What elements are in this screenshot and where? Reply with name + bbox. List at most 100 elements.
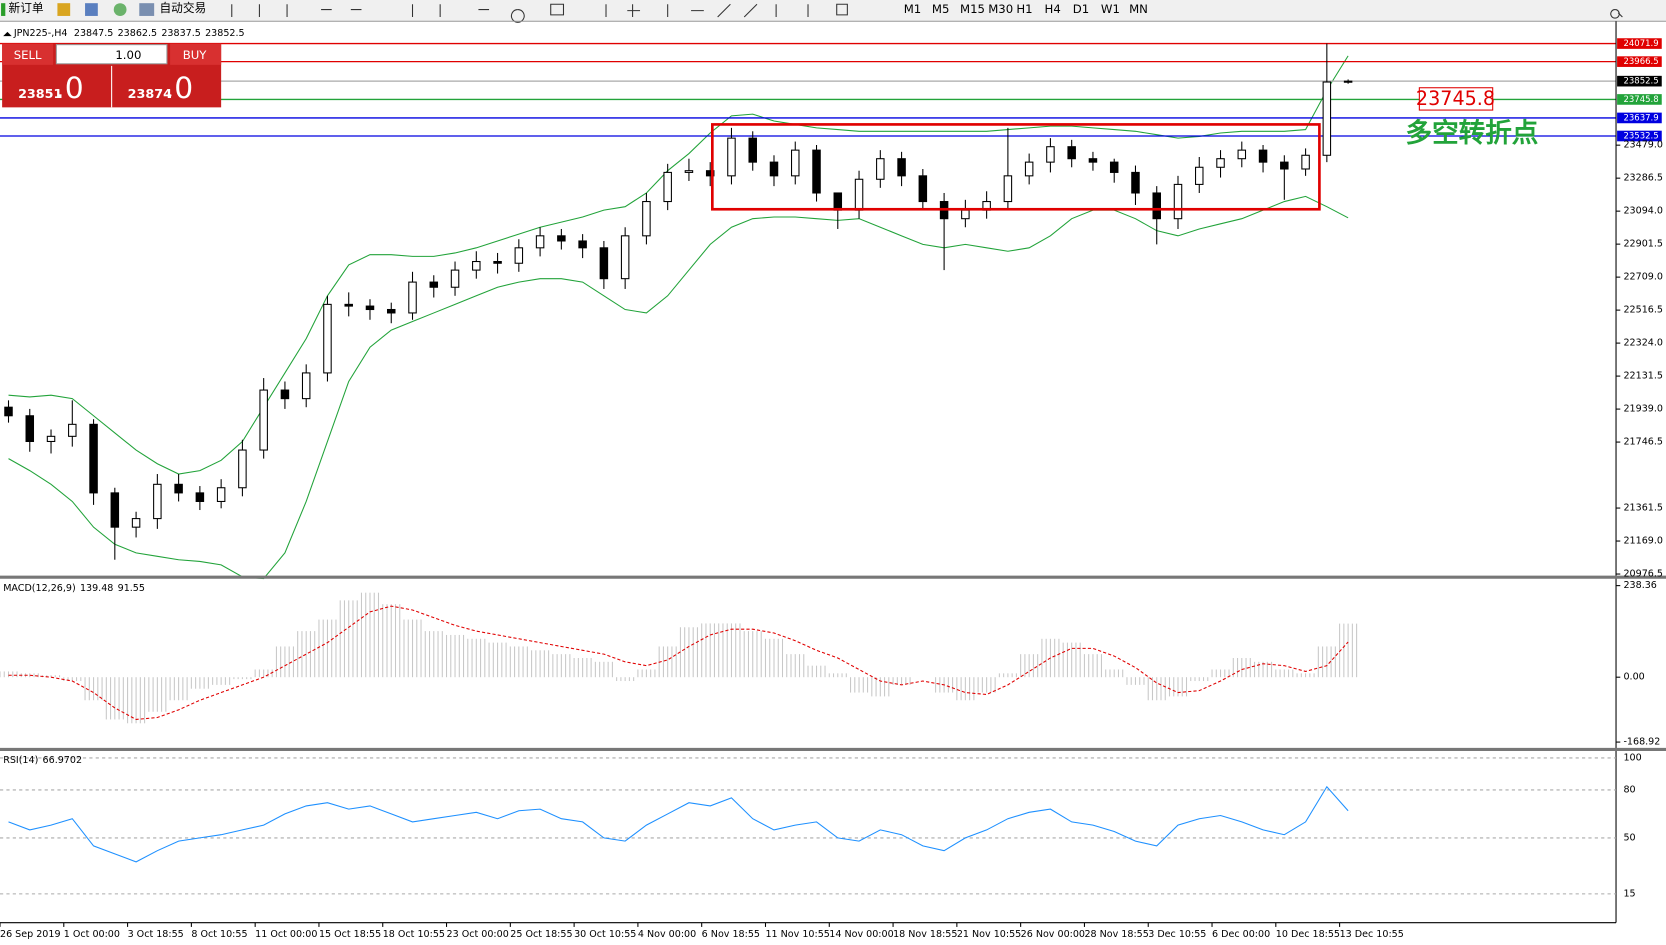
new-order-icon[interactable] (1, 3, 6, 16)
timeframe-button[interactable]: H4 (1045, 2, 1061, 16)
candle-body (493, 260, 502, 264)
toolbar-icons[interactable] (231, 3, 848, 23)
price-level-label: 24071.9 (1623, 39, 1658, 49)
candle-body (833, 192, 843, 211)
candle-body (259, 389, 268, 451)
header-value: 23862.5 (118, 27, 157, 38)
price-level-tag (1617, 130, 1662, 142)
candle-body (599, 247, 609, 280)
rsi-tick-label: 50 (1623, 832, 1635, 843)
rsi-line (8, 785, 1349, 863)
x-tick-label: 18 Nov 18:55 (893, 929, 957, 940)
buy-button[interactable] (170, 43, 222, 65)
candle-body (769, 161, 779, 177)
candle-body (854, 178, 864, 211)
candle-body (472, 260, 481, 271)
x-tick-label: 15 Oct 18:55 (319, 929, 381, 940)
buy-price-fraction[interactable]: .0 (165, 71, 193, 106)
macd-tick-label: 0.00 (1623, 672, 1644, 683)
candle-body (25, 415, 35, 443)
candle-body (408, 281, 417, 314)
x-tick-label: 4 Nov 00:00 (638, 929, 696, 940)
x-tick-label: 8 Oct 10:55 (191, 929, 247, 940)
new-order-button[interactable]: 新订单 (9, 1, 44, 15)
macd-tick-label: -168.92 (1623, 737, 1660, 748)
price-level-tag (1617, 38, 1662, 49)
candle-body (1003, 175, 1013, 203)
candle-body (1322, 81, 1332, 156)
macd-header-value: 139.48 (80, 582, 113, 593)
candle-body (1195, 166, 1204, 185)
candle-body (68, 423, 77, 437)
sell-price-fraction[interactable]: .0 (55, 71, 83, 106)
candle-body (876, 158, 885, 180)
header-value: 23852.5 (205, 27, 244, 38)
toolbar-icon[interactable] (113, 3, 127, 16)
toolbar-icon[interactable] (57, 3, 71, 16)
chart-header: JPN225-,H4 23847.5 23862.5 23837.5 23852.5 (13, 27, 245, 38)
candle-body (131, 518, 141, 528)
candle-body (1152, 192, 1161, 220)
x-tick-label: 6 Dec 00:00 (1212, 929, 1270, 940)
price-level-label: 23532.5 (1623, 131, 1658, 141)
candle-body (301, 372, 311, 400)
x-tick-label: 11 Nov 10:55 (765, 929, 829, 940)
timeframe-button[interactable]: MN (1129, 2, 1148, 16)
timeframe-button[interactable]: W1 (1101, 2, 1120, 16)
candle-body (791, 149, 800, 177)
candle-body (110, 492, 120, 528)
y-tick-label: 22516.5 (1623, 305, 1662, 316)
candle-body (705, 170, 715, 177)
candle-body (153, 483, 162, 520)
auto-trading-button[interactable]: 自动交易 (159, 1, 206, 15)
y-tick-label: 22324.0 (1623, 338, 1662, 349)
candle-body (514, 247, 524, 264)
symbol-marker (3, 31, 12, 37)
candle-body (1258, 149, 1268, 163)
lots-value[interactable]: 1.00 (115, 48, 141, 62)
x-tick-label: 25 Oct 18:55 (510, 929, 572, 940)
timeframe-button[interactable]: H1 (1016, 2, 1032, 16)
rsi-tick-label: 15 (1623, 888, 1635, 899)
x-tick-label: 3 Dec 10:55 (1148, 929, 1206, 940)
auto-trading-icon[interactable] (139, 3, 155, 16)
buy-price[interactable]: 23874 (128, 87, 172, 102)
candle-body (1088, 158, 1098, 163)
x-tick-label: 6 Nov 18:55 (702, 929, 760, 940)
y-tick-label: 21939.0 (1623, 404, 1662, 415)
buy-label[interactable]: BUY (183, 48, 208, 62)
timeframe-button[interactable]: M1 (904, 2, 922, 16)
y-tick-label: 22709.0 (1623, 272, 1662, 283)
toolbar (0, 0, 1666, 22)
trade-panel: SELL 1.00 BUY 23851 .0 23874 .0 (2, 43, 222, 108)
candle-body (238, 449, 247, 489)
candle-body (1216, 158, 1225, 168)
timeframe-button[interactable]: M5 (932, 2, 950, 16)
candle-body (1131, 171, 1140, 194)
x-tick-label: 26 Sep 2019 (0, 929, 61, 940)
search-icon[interactable] (1610, 9, 1623, 19)
rsi-tick-label: 80 (1623, 784, 1635, 795)
sell-label[interactable]: SELL (14, 48, 42, 62)
sell-button[interactable] (2, 43, 54, 65)
lots-input[interactable] (55, 44, 168, 65)
candle-body (429, 281, 439, 288)
price-level-tag (1617, 112, 1662, 124)
y-tick-label: 21169.0 (1623, 536, 1662, 547)
y-tick-label: 21746.5 (1623, 437, 1662, 448)
rsi-header-value: 66.9702 (43, 755, 82, 766)
bollinger-upper (8, 55, 1349, 475)
sell-price[interactable]: 23851 (18, 87, 62, 102)
timeframe-button[interactable]: M15 (960, 2, 985, 16)
x-tick-label: 1 Oct 00:00 (64, 929, 120, 940)
rsi-header-value: RSI(14) (3, 755, 38, 766)
candle-body (174, 483, 183, 494)
timeframe-button[interactable]: D1 (1073, 2, 1089, 16)
timeframe-button[interactable]: M30 (988, 2, 1013, 16)
toolbar-icon[interactable] (85, 3, 98, 16)
price-level-tag (1617, 75, 1662, 87)
candle-body (4, 406, 13, 417)
x-tick-label: 11 Oct 00:00 (255, 929, 317, 940)
candle-body (216, 487, 226, 502)
